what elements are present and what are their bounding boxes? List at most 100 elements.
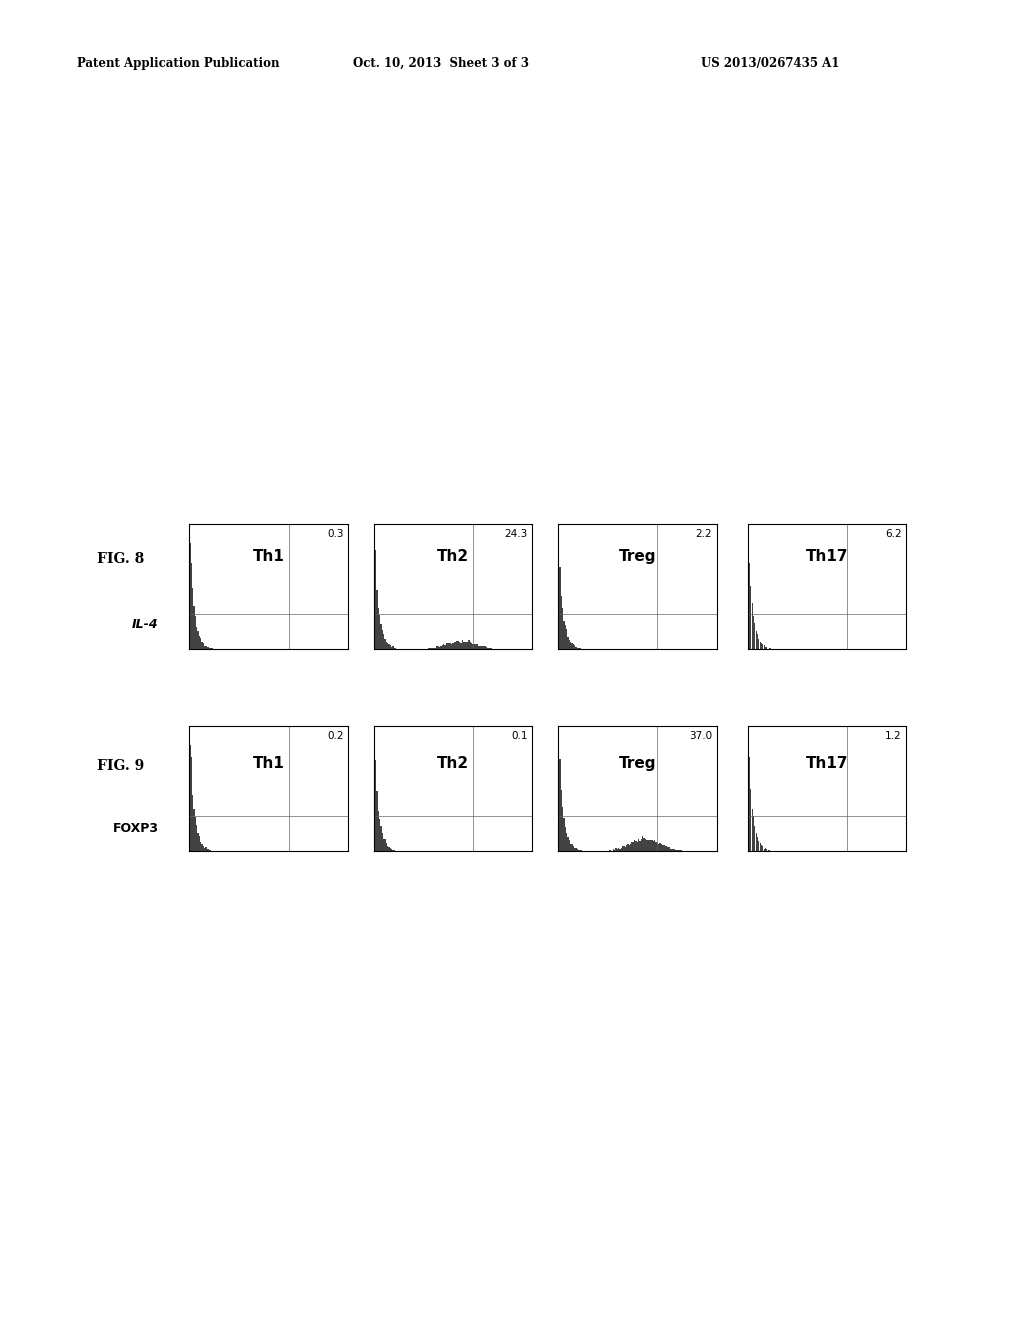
Bar xyxy=(392,850,394,851)
Bar xyxy=(381,624,382,649)
Bar xyxy=(204,847,206,851)
Bar xyxy=(478,645,479,649)
Bar xyxy=(570,845,571,851)
Bar xyxy=(764,645,765,649)
Bar xyxy=(202,642,203,649)
Bar xyxy=(432,648,434,649)
Text: FIG. 8: FIG. 8 xyxy=(97,552,144,566)
Bar xyxy=(195,615,196,649)
Bar xyxy=(647,840,649,851)
Bar xyxy=(568,640,570,649)
Text: US 2013/0267435 A1: US 2013/0267435 A1 xyxy=(701,57,840,70)
Bar xyxy=(390,645,391,649)
Bar xyxy=(572,644,574,649)
Bar xyxy=(383,634,384,649)
Bar xyxy=(634,841,636,851)
Bar xyxy=(669,847,670,851)
Text: Th1: Th1 xyxy=(253,549,285,564)
Bar xyxy=(387,846,388,851)
Bar xyxy=(655,842,656,851)
Bar xyxy=(658,843,659,851)
Bar xyxy=(471,643,472,649)
Bar xyxy=(190,564,193,649)
Bar xyxy=(489,648,492,649)
Bar xyxy=(766,647,768,649)
Bar xyxy=(668,847,669,851)
Bar xyxy=(453,643,454,649)
Bar xyxy=(200,842,202,851)
Bar xyxy=(563,818,564,851)
Bar xyxy=(653,841,654,851)
Bar xyxy=(572,846,574,851)
Bar xyxy=(202,843,203,851)
Bar xyxy=(484,645,485,649)
Text: 2.2: 2.2 xyxy=(695,529,712,539)
Bar xyxy=(562,808,563,851)
Bar xyxy=(621,847,622,851)
Bar xyxy=(431,648,432,649)
Bar xyxy=(479,645,480,649)
Bar xyxy=(206,847,207,851)
Bar xyxy=(392,647,394,649)
Bar xyxy=(575,647,577,649)
Bar xyxy=(488,648,489,649)
Bar xyxy=(561,597,562,649)
Bar xyxy=(375,760,377,851)
Bar xyxy=(459,642,461,649)
Text: Patent Application Publication: Patent Application Publication xyxy=(77,57,280,70)
Bar xyxy=(480,647,481,649)
Bar xyxy=(626,845,628,851)
Bar xyxy=(207,647,208,649)
Bar xyxy=(558,543,559,649)
Bar xyxy=(440,647,441,649)
Bar xyxy=(766,849,768,851)
Bar xyxy=(193,587,194,649)
Bar xyxy=(769,648,770,649)
Bar xyxy=(752,603,753,649)
Bar xyxy=(466,642,467,649)
Bar xyxy=(751,788,752,851)
Bar xyxy=(623,846,624,851)
Bar xyxy=(673,849,674,851)
Bar xyxy=(641,840,642,851)
Bar xyxy=(388,847,390,851)
Bar xyxy=(577,849,579,851)
Bar xyxy=(756,833,757,851)
Bar xyxy=(390,849,391,851)
Bar xyxy=(470,643,471,649)
Text: Th2: Th2 xyxy=(437,756,469,771)
Bar xyxy=(672,849,673,851)
Bar xyxy=(375,550,377,649)
Bar xyxy=(461,643,462,649)
Bar xyxy=(765,647,766,649)
Bar xyxy=(203,846,204,851)
Bar xyxy=(643,838,645,851)
Text: Th1: Th1 xyxy=(253,756,285,771)
Bar xyxy=(663,845,664,851)
Bar xyxy=(441,645,443,649)
Bar xyxy=(200,639,202,649)
Text: Th17: Th17 xyxy=(806,756,848,771)
Bar xyxy=(667,846,668,851)
Bar xyxy=(566,628,567,649)
Bar xyxy=(760,643,761,649)
Bar xyxy=(386,843,387,851)
Bar xyxy=(207,849,208,851)
Bar xyxy=(570,643,571,649)
Bar xyxy=(469,640,470,649)
Bar xyxy=(384,639,386,649)
Bar xyxy=(579,850,580,851)
Bar xyxy=(438,645,439,649)
Bar xyxy=(454,642,455,649)
Bar xyxy=(382,833,383,851)
Bar xyxy=(377,590,378,649)
Bar xyxy=(434,648,435,649)
Bar xyxy=(568,840,570,851)
Bar xyxy=(749,562,751,649)
Bar xyxy=(646,840,647,851)
Bar xyxy=(435,648,436,649)
Text: Treg: Treg xyxy=(618,549,656,564)
Bar xyxy=(559,759,561,851)
Bar xyxy=(210,850,211,851)
Text: 0.2: 0.2 xyxy=(327,731,343,741)
